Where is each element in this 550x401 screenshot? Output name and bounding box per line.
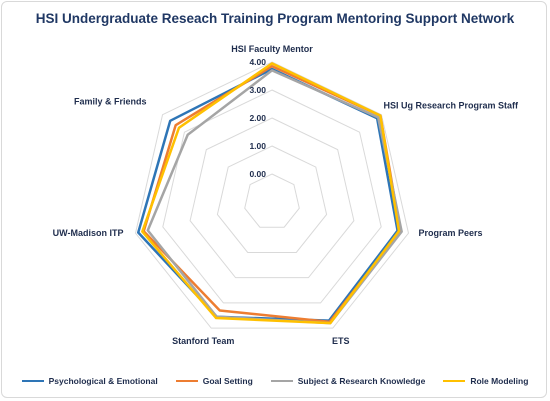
tick-label: 1.00 — [249, 141, 266, 151]
category-label: HSI Faculty Mentor — [231, 44, 313, 54]
series-line-4 — [141, 62, 401, 325]
legend-label: Psychological & Emotional — [48, 376, 158, 386]
radar-grid — [134, 61, 410, 329]
category-label: HSI Ug Research Program Staff — [383, 101, 519, 111]
radar-ticks: 0.00 1.00 2.00 3.00 4.00 — [249, 57, 266, 179]
legend-swatch — [270, 379, 293, 383]
category-label: Family & Friends — [74, 97, 147, 107]
legend-swatch — [21, 379, 44, 383]
grid-ring-5 — [134, 61, 410, 329]
category-label: Stanford Team — [172, 336, 234, 346]
tick-label: 3.00 — [249, 85, 266, 95]
grid-ring-1 — [244, 173, 300, 228]
grid-ring-3 — [189, 117, 355, 279]
legend-item-4: Role Modeling — [443, 376, 528, 386]
grid-ring-2 — [216, 145, 328, 253]
chart-title: HSI Undergraduate Reseach Training Progr… — [35, 11, 515, 26]
legend-label: Role Modeling — [470, 376, 529, 386]
legend-item-2: Goal Setting — [175, 376, 253, 386]
radar-series — [136, 62, 403, 325]
legend-item-3: Subject & Research Knowledge — [270, 376, 426, 386]
legend-label: Subject & Research Knowledge — [297, 376, 426, 386]
legend-swatch — [443, 379, 466, 383]
legend-item-1: Psychological & Emotional — [21, 376, 158, 386]
tick-label: 0.00 — [249, 169, 266, 179]
legend-label: Goal Setting — [202, 376, 253, 386]
radar-category-labels: HSI Faculty Mentor HSI Ug Research Progra… — [53, 44, 519, 346]
category-label: ETS — [332, 336, 350, 346]
category-label: Program Peers — [418, 228, 482, 238]
chart-legend: Psychological & Emotional Goal Setting Sub… — [0, 376, 550, 386]
tick-label: 4.00 — [249, 57, 266, 67]
tick-label: 2.00 — [249, 113, 266, 123]
category-label: UW-Madison ITP — [53, 228, 124, 238]
legend-swatch — [175, 379, 198, 383]
grid-ring-4 — [162, 89, 382, 304]
